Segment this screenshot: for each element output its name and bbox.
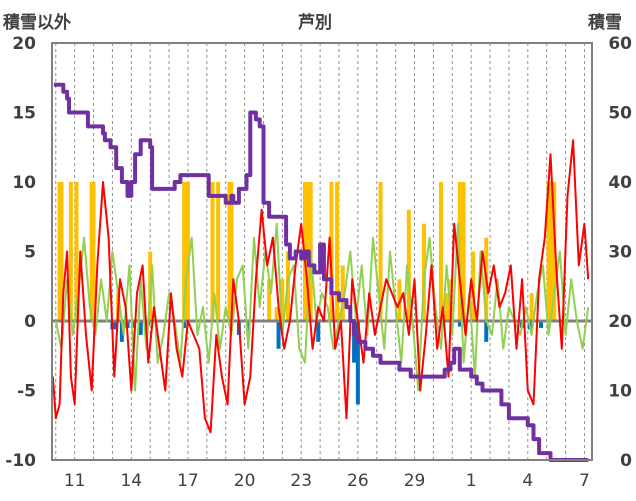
left-y-tick-label: 0: [24, 312, 36, 332]
x-tick-label: 26: [347, 471, 369, 491]
x-tick-label: 7: [579, 471, 590, 491]
left-y-tick-label: 20: [12, 34, 36, 54]
bar: [138, 321, 143, 335]
right-y-tick-label: 30: [608, 243, 632, 263]
bar: [280, 279, 285, 321]
bar: [131, 321, 136, 328]
bar: [529, 293, 534, 321]
bar: [552, 182, 557, 321]
bar: [182, 182, 187, 321]
left-y-tick-label: 15: [12, 104, 36, 124]
bar: [91, 182, 96, 321]
bar: [340, 265, 345, 321]
series-line: [51, 139, 590, 434]
bar: [316, 321, 321, 342]
right-y-tick-label: 50: [608, 104, 632, 124]
x-tick-label: 23: [290, 471, 312, 491]
bar: [355, 321, 360, 405]
x-tick-label: 17: [177, 471, 199, 491]
right-y-tick-label: 40: [608, 173, 632, 193]
left-y-tick-label: 10: [12, 173, 36, 193]
bar: [335, 182, 340, 321]
plot-border: [51, 42, 593, 461]
bar: [352, 321, 357, 363]
bar: [444, 293, 449, 321]
right-y-tick-label: 60: [608, 34, 632, 54]
bar: [74, 182, 79, 321]
bar: [457, 321, 462, 327]
right-y-tick-label: 10: [608, 382, 632, 402]
x-tick-label: 29: [404, 471, 426, 491]
x-tick-label: 1: [466, 471, 477, 491]
bar: [378, 182, 383, 321]
bar: [229, 182, 234, 321]
x-tick-label: 14: [120, 471, 142, 491]
series-line: [53, 82, 589, 462]
bar: [216, 182, 221, 321]
bar: [210, 182, 215, 321]
bar: [267, 279, 272, 321]
left-y-tick-label: -10: [5, 451, 36, 471]
x-tick-label: 20: [234, 471, 256, 491]
right-y-tick-label: 0: [620, 451, 632, 471]
bar: [182, 321, 187, 328]
x-tick-label: 4: [522, 471, 533, 491]
bar: [59, 182, 64, 321]
bar: [274, 307, 279, 321]
bar: [185, 182, 190, 321]
bar: [438, 182, 443, 321]
bar: [114, 321, 119, 330]
bar: [548, 182, 553, 321]
bar: [461, 182, 466, 321]
x-tick-label: 11: [64, 471, 86, 491]
bar: [246, 321, 251, 335]
bar: [406, 209, 411, 321]
left-y-tick-label: -5: [17, 382, 36, 402]
bar: [484, 321, 489, 342]
bar: [68, 182, 73, 321]
bar: [329, 182, 334, 321]
bar: [276, 321, 281, 349]
right-axis-title: 積雪: [588, 13, 622, 33]
left-y-tick-label: 5: [24, 243, 36, 263]
left-axis-title: 積雪以外: [3, 13, 71, 33]
right-y-tick-label: 20: [608, 312, 632, 332]
bar: [119, 321, 124, 342]
bar: [539, 321, 544, 328]
chart-title: 芦別: [298, 13, 332, 33]
